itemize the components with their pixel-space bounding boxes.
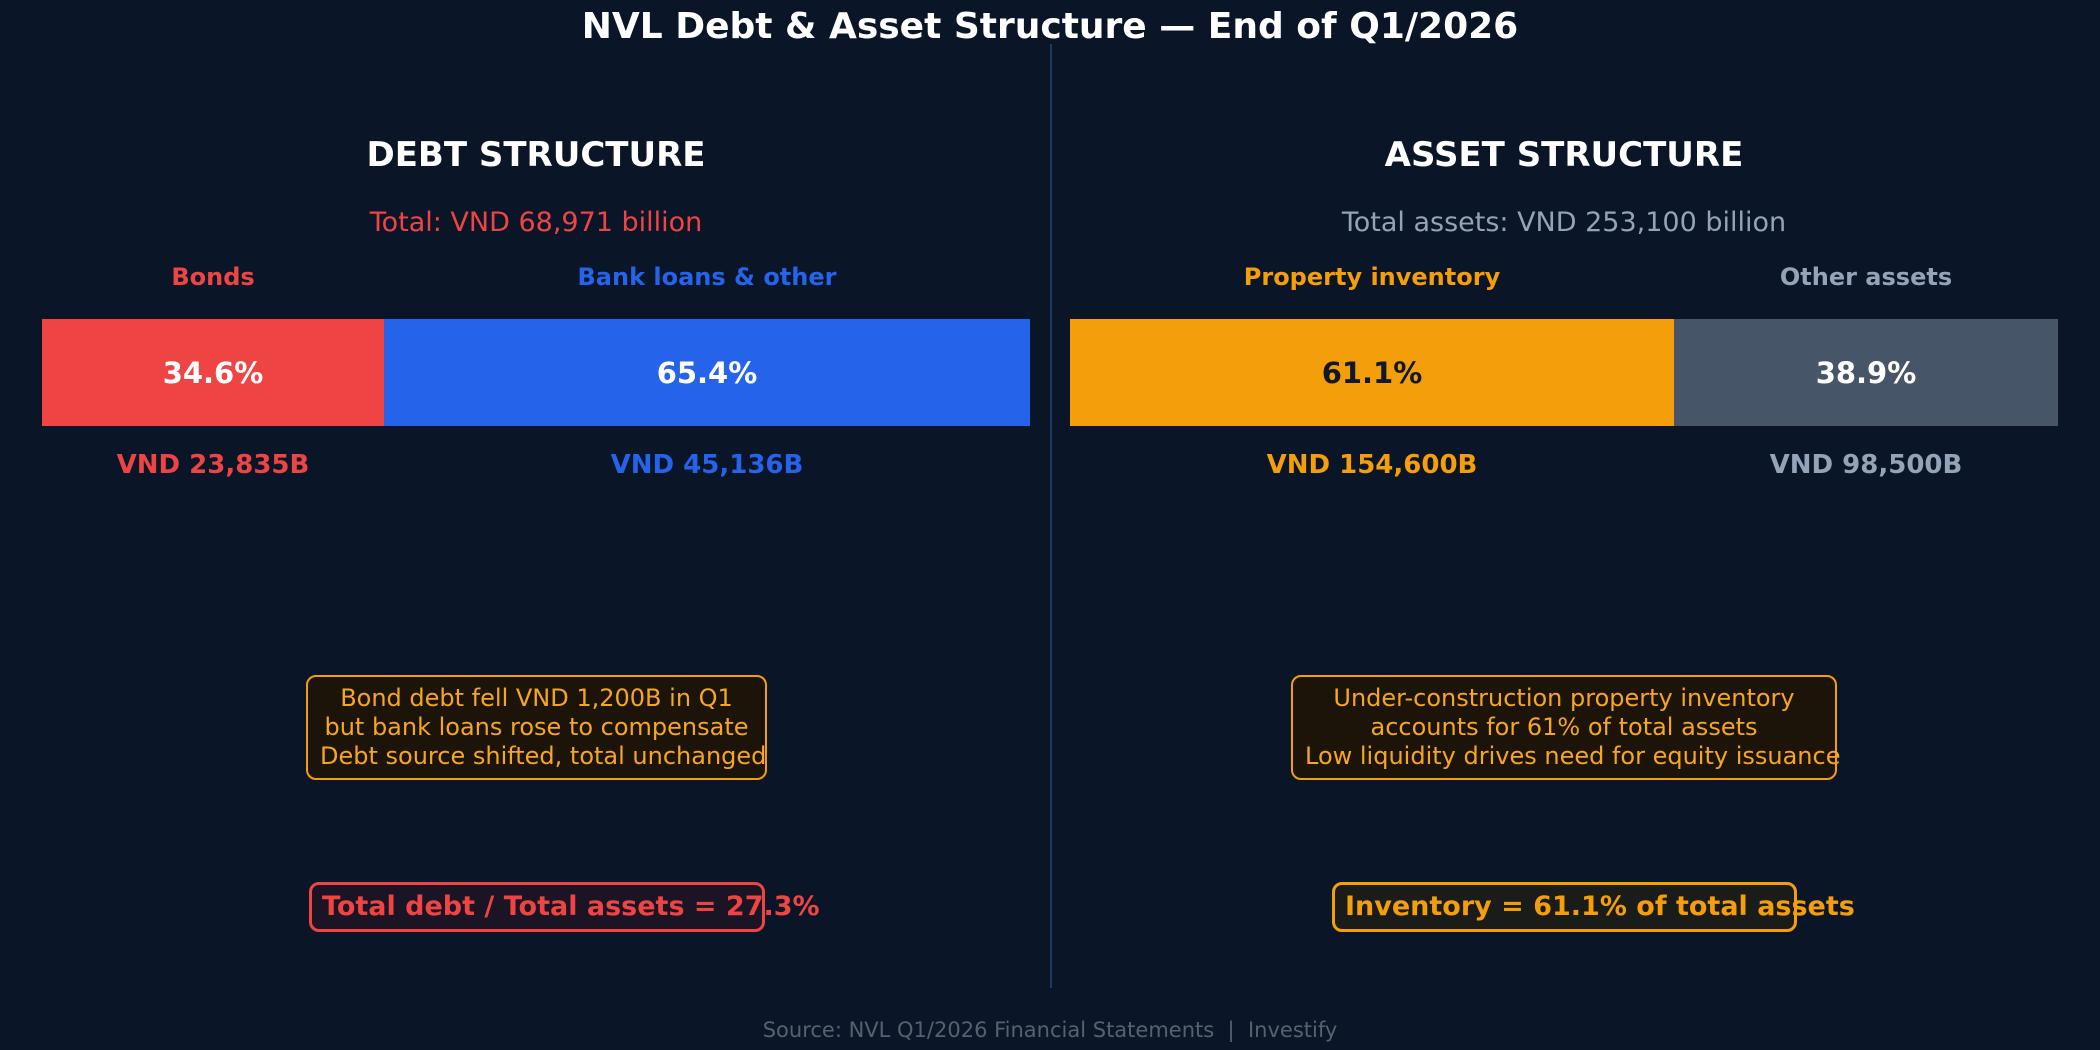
bonds-percent-label: 34.6% [162, 355, 264, 390]
other-assets-bar-segment: 38.9% [1674, 319, 2058, 426]
debt-note-line: Debt source shifted, total unchanged [320, 742, 767, 770]
debt-panel: DEBT STRUCTURE Total: VND 68,971 billion… [42, 0, 1030, 1050]
property-inventory-percent-label: 61.1% [1321, 355, 1423, 390]
asset-note-line: Low liquidity drives need for equity iss… [1305, 742, 1841, 770]
debt-structure-title: DEBT STRUCTURE [366, 135, 706, 175]
debt-note-line: but bank loans rose to compensate [324, 713, 749, 741]
bank-loans-bar-segment: 65.4% [384, 319, 1030, 426]
debt-structure-bar: 34.6% 65.4% [42, 319, 1030, 426]
property-inventory-label: Property inventory [1243, 263, 1501, 291]
page-title: NVL Debt & Asset Structure — End of Q1/2… [581, 6, 1519, 47]
debt-ratio-metric: Total debt / Total assets = 27.3% [309, 882, 820, 932]
asset-note-box: Under-construction property inventory ac… [1291, 675, 1841, 780]
bank-loans-value: VND 45,136B [610, 450, 804, 480]
bonds-label: Bonds [171, 263, 255, 291]
inventory-ratio-metric: Inventory = 61.1% of total assets [1332, 882, 1855, 932]
center-divider [1050, 44, 1052, 988]
bank-loans-label: Bank loans & other [577, 263, 837, 291]
asset-structure-title: ASSET STRUCTURE [1384, 135, 1744, 175]
debt-note-line: Bond debt fell VND 1,200B in Q1 [340, 684, 733, 712]
bank-loans-percent-label: 65.4% [656, 355, 758, 390]
source-footer: Source: NVL Q1/2026 Financial Statements… [762, 1018, 1338, 1042]
asset-panel: ASSET STRUCTURE Total assets: VND 253,10… [1070, 0, 2058, 1050]
property-inventory-value: VND 154,600B [1266, 450, 1478, 480]
other-assets-label: Other assets [1779, 263, 1953, 291]
bonds-value: VND 23,835B [116, 450, 310, 480]
bonds-bar-segment: 34.6% [42, 319, 384, 426]
asset-note-line: accounts for 61% of total assets [1370, 713, 1758, 741]
asset-note-line: Under-construction property inventory [1333, 684, 1795, 712]
debt-total: Total: VND 68,971 billion [369, 207, 703, 238]
other-assets-value: VND 98,500B [1769, 450, 1963, 480]
other-assets-percent-label: 38.9% [1815, 355, 1917, 390]
property-inventory-bar-segment: 61.1% [1070, 319, 1674, 426]
asset-total: Total assets: VND 253,100 billion [1341, 207, 1787, 238]
asset-structure-bar: 61.1% 38.9% [1070, 319, 2058, 426]
debt-note-box: Bond debt fell VND 1,200B in Q1 but bank… [306, 675, 767, 780]
